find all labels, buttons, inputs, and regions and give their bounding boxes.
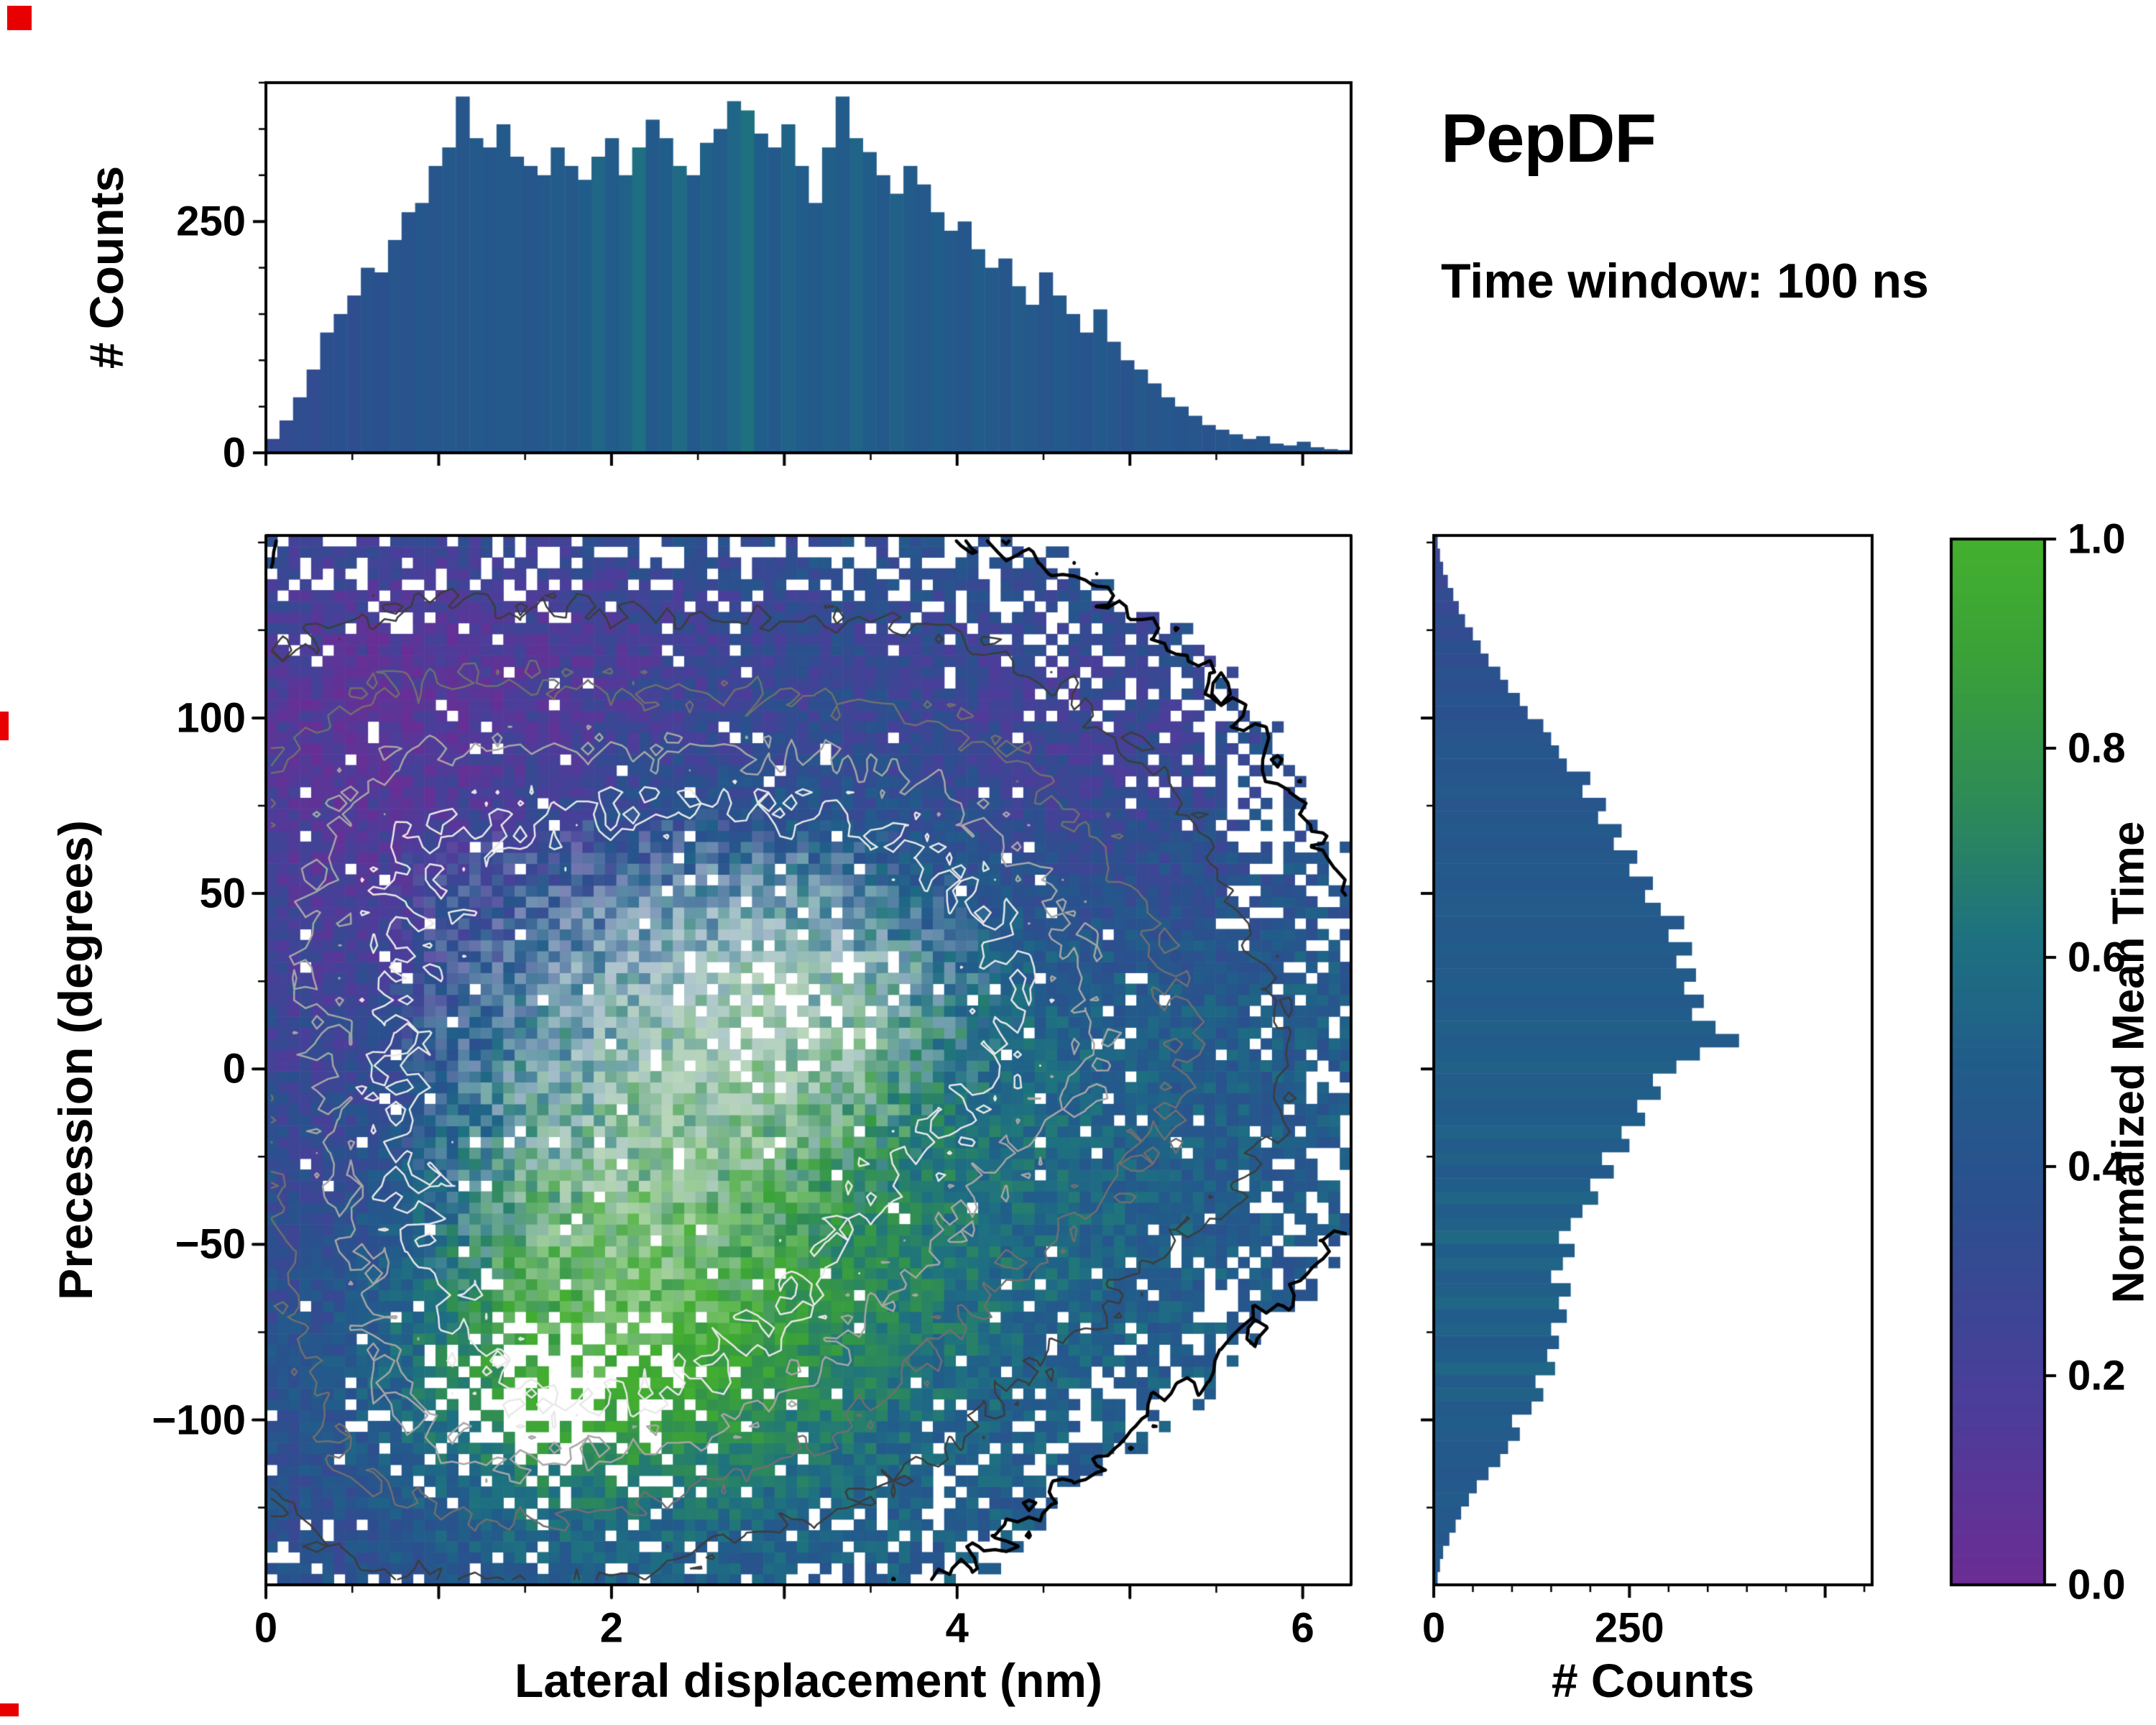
tick-label: 0.6 [2068,934,2126,981]
tick-label: −50 [175,1220,246,1268]
tick-label: 0 [222,429,246,477]
heatmap-canvas [247,517,1370,1604]
top-histogram-canvas [247,64,1370,472]
figure-subtitle: Time window: 100 ns [1441,254,1929,308]
tick-label: −100 [152,1397,246,1443]
screen-artifact-top-left [7,6,32,30]
tick-label: 1.0 [2068,515,2126,563]
tick-label: 0.8 [2068,724,2126,772]
x-axis-label-right-hist: # Counts [1551,1654,1755,1707]
tick-label: 4 [945,1604,969,1652]
tick-label: 0 [222,1045,246,1092]
tick-label: 0.4 [2068,1143,2126,1190]
tick-label: 50 [199,870,246,917]
tick-label: 2 [599,1604,624,1652]
screen-artifact-bottom-left [0,1703,19,1716]
tick-label: 0 [1422,1604,1446,1652]
colorbar-label: Normalized Mean Time [2104,821,2154,1304]
tick-label: 0.2 [2068,1352,2126,1399]
x-axis-label-main: Lateral displacement (nm) [515,1654,1102,1707]
tick-label: 6 [1291,1604,1314,1652]
y-axis-label-top-hist: # Counts [80,165,133,369]
tick-label: 250 [1594,1604,1664,1652]
tick-label: 0 [254,1604,278,1652]
tick-label: 100 [176,694,246,742]
tick-label: 0.0 [2068,1561,2126,1609]
screen-artifact-left-edge [0,712,9,740]
tick-label: 250 [176,198,246,245]
colorbar-canvas [1932,520,2063,1604]
figure-title: PepDF [1441,100,1657,177]
right-histogram-canvas [1415,517,1891,1604]
y-axis-label-main: Precession (degrees) [49,820,102,1300]
